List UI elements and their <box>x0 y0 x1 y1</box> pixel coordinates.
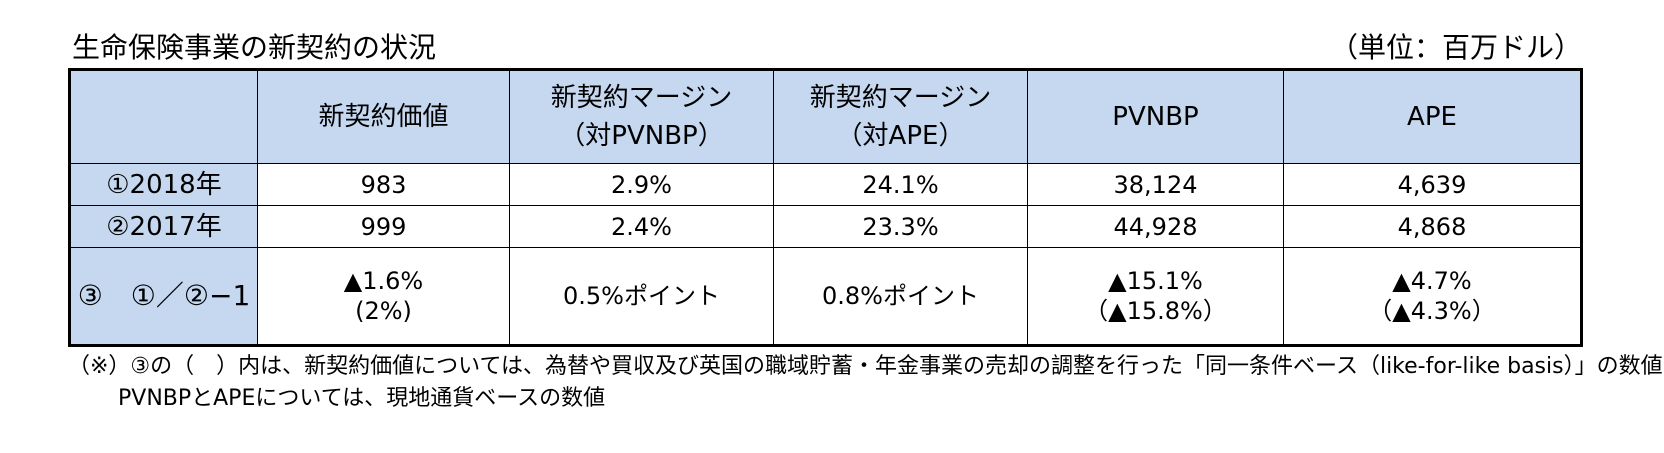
new-business-table: 新契約価値 新契約マージン （対PVNBP） 新契約マージン （対APE） PV… <box>68 68 1583 347</box>
table-row: ②2017年 999 2.4% 23.3% 44,928 4,868 <box>69 205 1582 248</box>
header-ape: APE <box>1283 69 1582 164</box>
table-cell: 0.5%ポイント <box>509 247 774 346</box>
table-cell: 24.1% <box>773 163 1028 206</box>
table-cell: 38,124 <box>1027 163 1284 206</box>
header-corner <box>69 69 258 164</box>
header-margin-ape: 新契約マージン （対APE） <box>773 69 1028 164</box>
table-cell: 999 <box>257 205 510 248</box>
footnote-line-1: （※）③の（ ）内は、新契約価値については、為替や買収及び英国の職域貯蓄・年金事… <box>68 354 1663 379</box>
table-row: ③ ①／②−1 ▲1.6% (2%) 0.5%ポイント 0.8%ポイント ▲15… <box>69 247 1582 346</box>
footnote-line-2: PVNBPとAPEについては、現地通貨ベースの数値 <box>118 386 606 411</box>
table-cell: 4,639 <box>1283 163 1582 206</box>
unit-label: （単位：百万ドル） <box>1329 31 1582 64</box>
table-cell: 23.3% <box>773 205 1028 248</box>
table-row: ①2018年 983 2.9% 24.1% 38,124 4,639 <box>69 163 1582 206</box>
row-label: ②2017年 <box>69 205 258 248</box>
row-label: ①2018年 <box>69 163 258 206</box>
table-cell: 2.9% <box>509 163 774 206</box>
table-cell: 983 <box>257 163 510 206</box>
table-cell: 2.4% <box>509 205 774 248</box>
table-cell: ▲4.7% （▲4.3%） <box>1283 247 1582 346</box>
table-title: 生命保険事業の新契約の状況 <box>72 31 437 64</box>
table-cell: ▲1.6% (2%) <box>257 247 510 346</box>
row-label: ③ ①／②−1 <box>69 247 258 346</box>
header-pvnbp: PVNBP <box>1027 69 1284 164</box>
table-cell: 4,868 <box>1283 205 1582 248</box>
header-row: 新契約価値 新契約マージン （対PVNBP） 新契約マージン （対APE） PV… <box>69 69 1582 164</box>
table-cell: 44,928 <box>1027 205 1284 248</box>
header-new-business-value: 新契約価値 <box>257 69 510 164</box>
header-margin-pvnbp: 新契約マージン （対PVNBP） <box>509 69 774 164</box>
table-cell: ▲15.1% （▲15.8%） <box>1027 247 1284 346</box>
table-cell: 0.8%ポイント <box>773 247 1028 346</box>
